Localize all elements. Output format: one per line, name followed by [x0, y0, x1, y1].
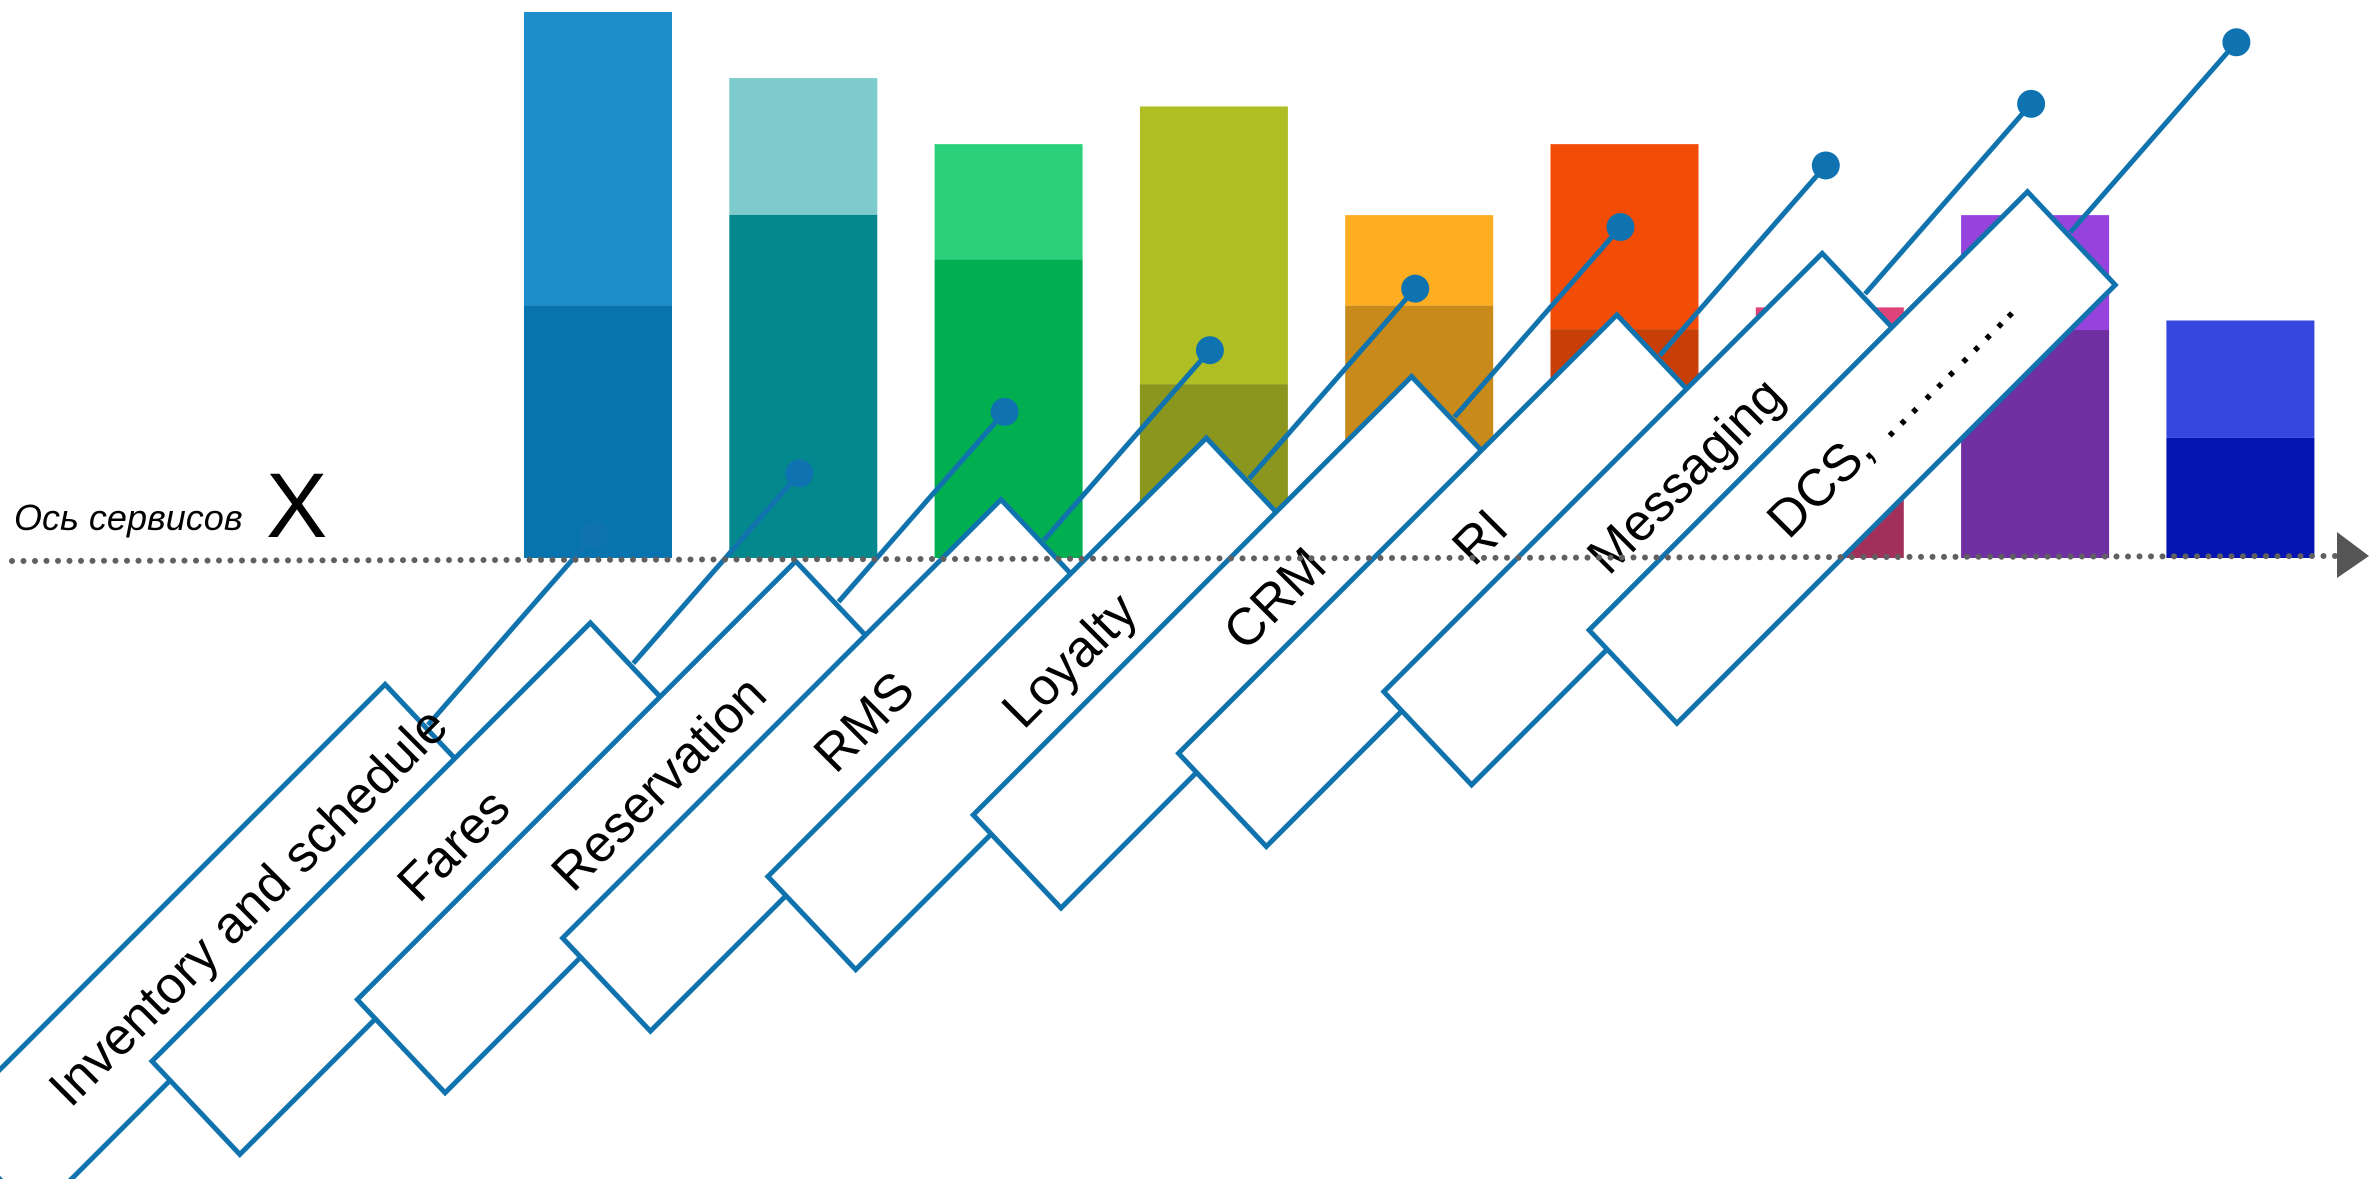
callout-connector	[1863, 102, 2033, 296]
service-label-box	[1585, 188, 2119, 727]
x-axis-arrow-icon	[2337, 532, 2369, 578]
service-label-box	[559, 496, 1093, 1035]
callout-connector	[836, 410, 1007, 604]
callout-connector	[2068, 40, 2239, 234]
service-label-box	[0, 680, 477, 1179]
service-label-box	[148, 619, 682, 1158]
bar-segment-lower	[524, 305, 672, 558]
axis-nodes-group	[580, 28, 2251, 549]
axis-node	[1401, 274, 1430, 303]
axis-node	[1811, 151, 1840, 180]
axis-node	[990, 397, 1019, 426]
service-label-box	[1175, 311, 1709, 851]
x-axis-line	[9, 553, 2343, 564]
service-label-box	[969, 372, 1503, 912]
axis-node	[2222, 28, 2251, 57]
axis-title: Ось сервисов	[14, 497, 243, 538]
bar-segment-upper	[934, 144, 1083, 260]
callout-connector	[1042, 348, 1212, 542]
axis-node	[2017, 89, 2046, 118]
bar-segment-upper	[729, 78, 878, 215]
axis-node	[580, 521, 608, 549]
axis-node	[785, 459, 814, 488]
service-label-box	[764, 434, 1298, 974]
callout-connector	[1452, 225, 1623, 419]
callout-connector	[426, 533, 596, 727]
axis-node	[1606, 213, 1635, 242]
service-label-box	[1380, 249, 1914, 789]
bar-segment-upper	[524, 12, 672, 306]
bar-segment-lower	[2166, 437, 2315, 558]
bar-segment-upper	[2166, 320, 2315, 438]
callout-connector	[1247, 286, 1418, 481]
callout-connector	[1657, 163, 1828, 358]
axis-letter: X	[266, 455, 327, 557]
bar-segment-lower	[729, 214, 878, 559]
callout-connector	[631, 471, 802, 666]
service-label-box	[353, 557, 887, 1097]
axis-node	[1195, 336, 1224, 365]
